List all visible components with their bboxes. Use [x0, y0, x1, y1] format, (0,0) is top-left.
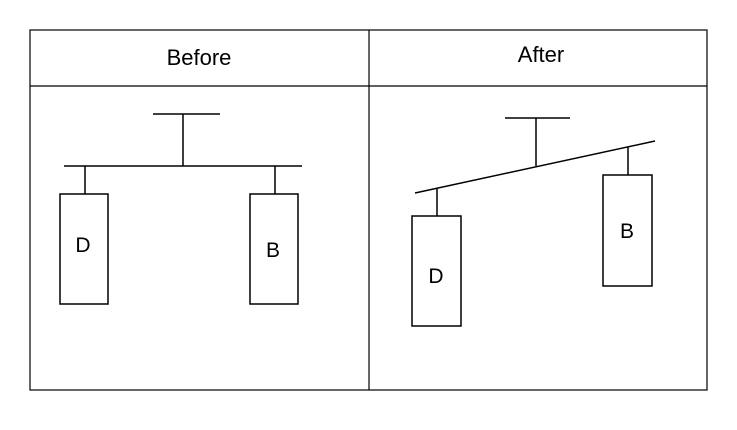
after-panel: D B	[411, 117, 656, 327]
before-left-box	[59, 193, 109, 305]
after-left-box	[411, 215, 462, 327]
after-header: After	[518, 42, 564, 67]
before-header: Before	[167, 45, 232, 70]
before-right-box	[249, 193, 299, 305]
after-left-box-label: D	[428, 265, 443, 288]
before-right-box-label: B	[266, 239, 280, 262]
comparison-table	[29, 29, 708, 391]
before-left-box-label: D	[75, 234, 90, 257]
after-beam	[414, 140, 656, 194]
after-right-box-label: B	[620, 220, 634, 243]
after-right-box	[602, 174, 653, 287]
before-panel: D B	[59, 113, 302, 305]
